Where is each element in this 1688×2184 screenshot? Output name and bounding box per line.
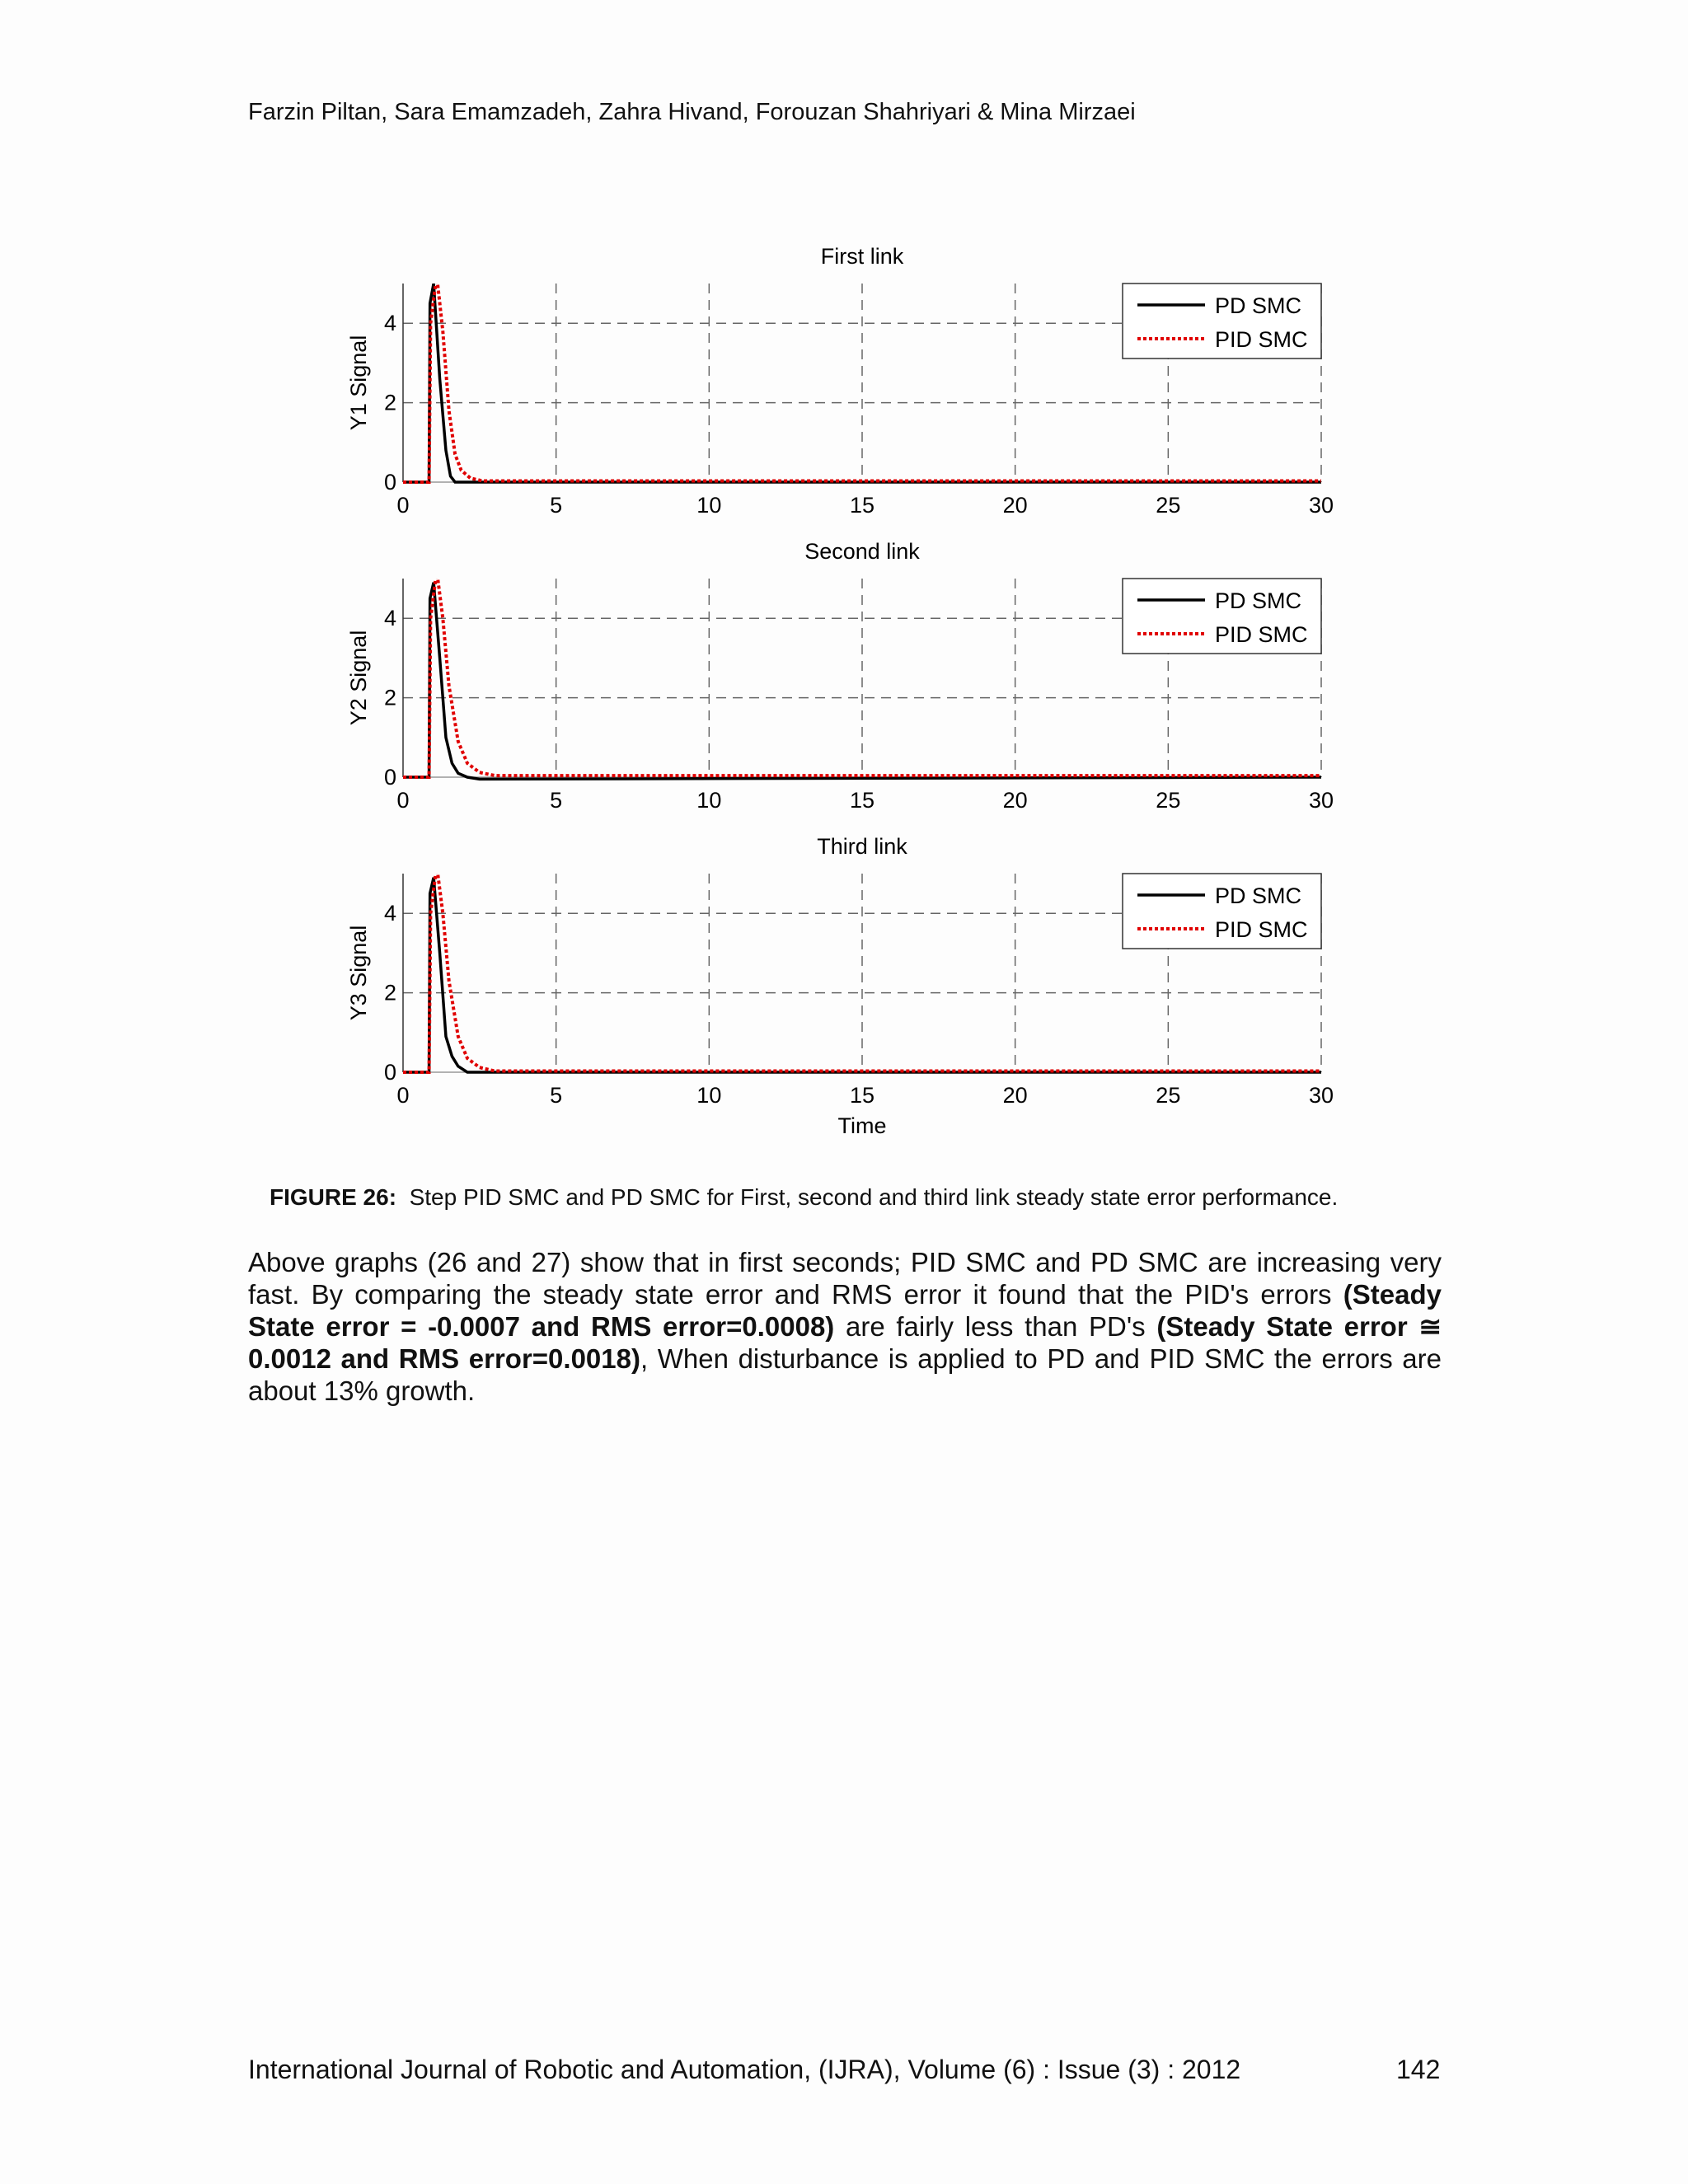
body-paragraph: Above graphs (26 and 27) show that in fi…	[248, 1246, 1442, 1407]
legend-label: PD SMC	[1215, 293, 1301, 318]
y-tick-label: 2	[384, 686, 396, 710]
subplot-2: Second link 0 5 10 15 20 25 30 0 2 4 Y2 Signal PD SM…	[346, 539, 1334, 813]
y-tick-label: 0	[384, 470, 396, 494]
para-text-2: are fairly less than PD's	[834, 1311, 1157, 1342]
x-tick-label: 25	[1156, 493, 1180, 518]
subplot-1: First link 0 5 10 15 20 25 30 0 2 4 Y1 Signal PD SMC…	[346, 244, 1334, 518]
x-tick-label: 25	[1156, 1083, 1180, 1108]
y-tick-label: 4	[384, 901, 396, 926]
x-tick-label: 5	[550, 1083, 562, 1108]
x-tick-label: 15	[850, 493, 874, 518]
x-tick-label: 5	[550, 788, 562, 813]
chart-title: Third link	[817, 834, 907, 859]
x-tick-label: 0	[396, 788, 409, 813]
legend-label: PID SMC	[1215, 622, 1308, 647]
legend-box	[1122, 578, 1322, 654]
series-line-pid-smc	[403, 579, 1321, 779]
y-tick-label: 0	[384, 1060, 396, 1085]
x-tick-label: 10	[696, 788, 721, 813]
legend: PD SMC PID SMC	[1122, 578, 1322, 654]
para-bold-1: (Steady State error = -0.0007 and RMS er…	[248, 1279, 1442, 1342]
y-tick-label: 4	[384, 606, 396, 630]
y-axis-label: Y3 Signal	[346, 926, 371, 1021]
chart-title: Second link	[804, 539, 920, 564]
x-tick-label: 25	[1156, 788, 1180, 813]
x-tick-label: 20	[1003, 493, 1028, 518]
legend-label: PID SMC	[1215, 917, 1308, 942]
x-tick-label: 0	[396, 493, 409, 518]
x-tick-label: 30	[1309, 1083, 1334, 1108]
x-tick-label: 30	[1309, 493, 1334, 518]
legend-label: PD SMC	[1215, 883, 1301, 908]
x-tick-label: 15	[850, 1083, 874, 1108]
para-text-1: Above graphs (26 and 27) show that in fi…	[248, 1247, 1442, 1310]
legend-box	[1122, 283, 1322, 359]
x-tick-label: 10	[696, 493, 721, 518]
para-bold-2: (Steady State error ≅ 0.0012 and RMS err…	[248, 1311, 1442, 1374]
x-tick-label: 20	[1003, 788, 1028, 813]
series-line-pid-smc	[403, 284, 1321, 484]
x-axis-label: Time	[838, 1113, 887, 1138]
subplot-3: Third link 0 5 10 15 20 25 30 0 2 4 Y3 Signal Time PD…	[346, 834, 1334, 1138]
caption-label: FIGURE 26:	[270, 1184, 397, 1210]
series-line-pid-smc	[403, 874, 1321, 1074]
y-axis-label: Y2 Signal	[346, 630, 371, 726]
page-number: 142	[1396, 2055, 1441, 2084]
caption-text: Step PID SMC and PD SMC for First, secon…	[409, 1184, 1339, 1210]
legend-box	[1122, 873, 1322, 949]
y-tick-label: 0	[384, 765, 396, 790]
x-tick-label: 20	[1003, 1083, 1028, 1108]
y-tick-label: 4	[384, 311, 396, 335]
para-text-3: , When disturbance is applied to PD and …	[248, 1343, 1442, 1406]
running-header: Farzin Piltan, Sara Emamzadeh, Zahra Hiv…	[248, 99, 1136, 125]
legend-label: PD SMC	[1215, 588, 1301, 613]
x-tick-label: 15	[850, 788, 874, 813]
journal-footer: International Journal of Robotic and Aut…	[248, 2055, 1241, 2084]
x-tick-label: 5	[550, 493, 562, 518]
legend: PD SMC PID SMC	[1122, 873, 1322, 949]
x-tick-label: 30	[1309, 788, 1334, 813]
legend: PD SMC PID SMC	[1122, 283, 1322, 359]
y-axis-label: Y1 Signal	[346, 335, 371, 431]
y-tick-label: 2	[384, 981, 396, 1005]
legend-label: PID SMC	[1215, 327, 1308, 352]
y-tick-label: 2	[384, 391, 396, 415]
x-tick-label: 10	[696, 1083, 721, 1108]
figure-caption: FIGURE 26: Step PID SMC and PD SMC for F…	[270, 1184, 1338, 1211]
chart-title: First link	[821, 244, 904, 269]
x-tick-label: 0	[396, 1083, 409, 1108]
